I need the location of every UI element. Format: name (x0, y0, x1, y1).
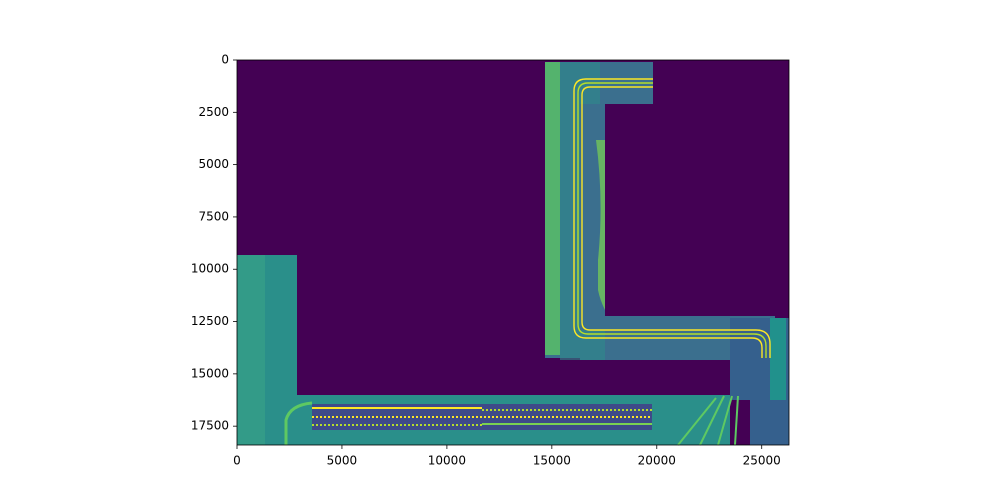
region (237, 255, 730, 445)
x-tick-label: 15000 (533, 454, 571, 468)
y-tick-label: 5000 (198, 157, 229, 171)
y-tick-label: 7500 (198, 209, 229, 223)
x-tick-label: 20000 (638, 454, 676, 468)
x-tick-label: 5000 (327, 454, 358, 468)
image (236, 59, 790, 446)
track (284, 401, 313, 445)
y-tick-label: 15000 (191, 366, 229, 380)
x-tick-label: 25000 (743, 454, 781, 468)
x-tick-label: 0 (233, 454, 241, 468)
region (237, 255, 265, 445)
region (545, 62, 560, 355)
y-tick-label: 2500 (198, 105, 229, 119)
traces (677, 395, 739, 446)
stripes (312, 407, 652, 426)
region (596, 140, 605, 310)
axes-frame (236, 59, 790, 446)
y-tick-label: 17500 (191, 419, 229, 433)
x-tick-label: 10000 (428, 454, 466, 468)
region (560, 62, 605, 360)
track (573, 78, 771, 358)
y-tick-label: 0 (221, 53, 229, 67)
y-tick-label: 10000 (191, 262, 229, 276)
region (770, 318, 786, 400)
image-background (237, 60, 789, 445)
y-tick-label: 12500 (191, 314, 229, 328)
